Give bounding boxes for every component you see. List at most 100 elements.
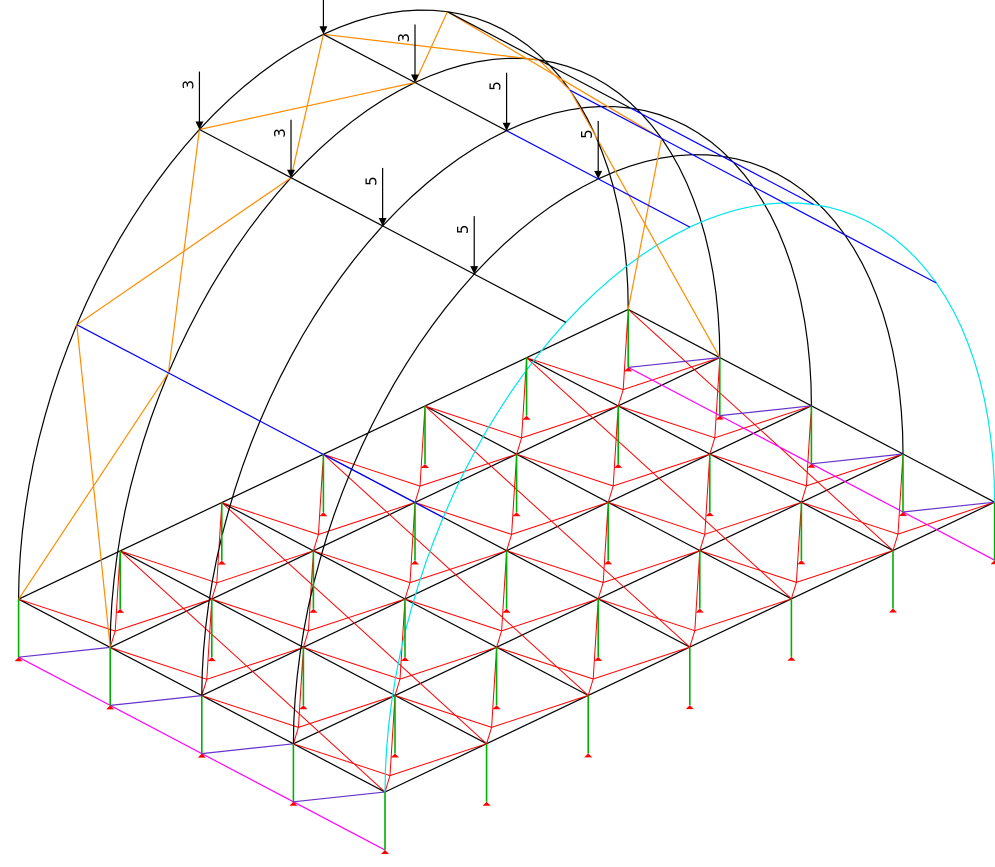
web-diagonal — [109, 630, 116, 648]
load-value: 3 — [271, 128, 289, 138]
web-diagonal — [298, 695, 396, 728]
web-diagonal — [714, 405, 812, 439]
arch-bracing — [18, 11, 721, 648]
web-diagonal — [714, 357, 721, 438]
support-marker — [695, 608, 704, 613]
purlin — [569, 89, 662, 139]
purlin — [630, 107, 723, 157]
support-marker — [797, 560, 806, 565]
web-diagonal — [790, 582, 797, 599]
load-value: 5 — [487, 81, 505, 91]
web-diagonal — [506, 550, 604, 583]
support-marker — [990, 560, 995, 565]
support-marker — [289, 801, 298, 806]
web-diagonal — [293, 743, 391, 777]
purlin — [447, 11, 540, 61]
web-diagonal — [800, 485, 807, 503]
web-diagonal — [409, 502, 416, 583]
edge-beam — [201, 753, 294, 803]
purlin — [844, 234, 937, 284]
load-value: 5 — [363, 176, 381, 186]
web-diagonal — [501, 598, 599, 632]
arch-brace — [627, 138, 663, 310]
web-diagonal — [115, 598, 212, 632]
edge-beam — [811, 463, 904, 513]
support-marker — [787, 656, 796, 661]
support-marker — [492, 705, 501, 710]
web-diagonal — [613, 453, 710, 487]
web-diagonal — [795, 502, 802, 583]
arch-brace — [76, 324, 111, 648]
web-diagonal — [206, 599, 213, 680]
edge-beam — [719, 415, 812, 465]
support-marker — [401, 657, 409, 661]
support-marker — [604, 560, 613, 565]
web-diagonal — [511, 454, 518, 535]
support-marker — [106, 705, 115, 710]
web-diagonal — [796, 550, 894, 583]
web-diagonal — [216, 502, 223, 583]
edge-brace — [110, 695, 202, 706]
point-load: 3 — [271, 119, 296, 178]
web-diagonal — [404, 582, 411, 600]
web-diagonal — [211, 582, 218, 600]
purlin — [538, 59, 631, 109]
support-marker — [14, 657, 23, 662]
edge-brace — [902, 501, 995, 513]
support-marker — [522, 415, 531, 420]
web-diagonal — [622, 309, 629, 390]
load-arrow-head — [378, 217, 387, 226]
edge-beams — [18, 357, 995, 851]
web-diagonal — [506, 534, 513, 551]
support-marker — [411, 560, 419, 565]
support-marker — [309, 608, 318, 613]
support-marker — [381, 850, 389, 854]
web-diagonal — [897, 501, 995, 535]
arch-brace — [290, 34, 324, 178]
web-diagonal — [313, 550, 411, 584]
deck-diagonal — [119, 550, 386, 793]
web-diagonal — [317, 454, 324, 535]
purlin — [76, 324, 169, 374]
web-diagonal — [897, 453, 904, 535]
support-marker — [584, 753, 593, 758]
support-marker — [207, 657, 216, 662]
web-diagonal — [211, 598, 309, 632]
web-diagonal — [394, 695, 492, 728]
support-marker — [502, 608, 511, 613]
diagonal-bracing — [18, 309, 995, 793]
point-load: 3 — [319, 0, 328, 35]
load-value: 5 — [454, 225, 472, 235]
web-diagonal — [399, 646, 497, 680]
load-arrow-head — [594, 170, 603, 179]
web-diagonal — [587, 678, 594, 696]
purlin — [661, 137, 754, 188]
purlin — [351, 468, 444, 519]
web-diagonal — [414, 502, 512, 535]
edge-brace — [719, 405, 812, 417]
load-arrow-head — [287, 169, 296, 178]
edge-brace — [811, 453, 904, 465]
edge-beam — [18, 656, 111, 706]
arch-brace — [167, 129, 200, 373]
web-diagonal — [801, 501, 899, 535]
purlin — [721, 155, 815, 206]
web-diagonal — [419, 405, 426, 487]
web-diagonal — [607, 485, 614, 503]
web-diagonal — [806, 453, 904, 487]
support-marker — [899, 512, 907, 516]
web-diagonal — [221, 502, 319, 535]
web-diagonal — [292, 727, 299, 744]
web-diagonal — [603, 550, 700, 583]
edge-beam — [293, 801, 386, 851]
deck-diagonal — [424, 405, 691, 648]
point-load: 3 — [179, 71, 204, 130]
columns — [17, 309, 995, 850]
web-diagonal — [114, 550, 121, 632]
web-diagonal — [496, 646, 594, 680]
edge-brace — [293, 791, 386, 803]
purlin — [597, 178, 691, 228]
web-diagonal — [699, 550, 797, 583]
load-value: 5 — [578, 129, 596, 139]
support-marker — [421, 464, 429, 468]
